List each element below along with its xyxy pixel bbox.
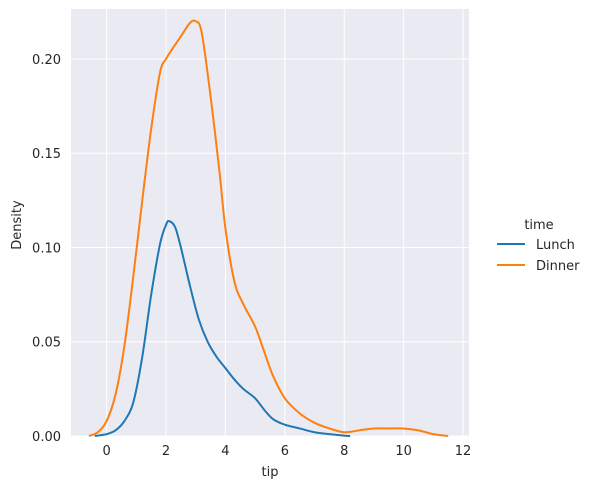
y-axis-label: Density (10, 200, 25, 250)
y-tick-label: 0.10 (32, 241, 61, 256)
x-tick-label: 12 (455, 444, 472, 459)
x-tick-label: 4 (221, 444, 229, 459)
x-tick-labels: 0 2 4 6 8 10 12 (103, 444, 472, 459)
legend-label-dinner: Dinner (536, 259, 580, 274)
legend-title: time (524, 218, 553, 233)
series-line-lunch (94, 220, 351, 437)
x-tick-label: 6 (281, 444, 289, 459)
y-tick-label: 0.00 (32, 430, 61, 445)
y-tick-label: 0.20 (32, 53, 61, 68)
legend-label-lunch: Lunch (536, 238, 575, 253)
x-tick-label: 8 (340, 444, 348, 459)
x-tick-label: 10 (395, 444, 412, 459)
legend: time Lunch Dinner (497, 218, 580, 274)
x-tick-label: 0 (103, 444, 111, 459)
y-tick-label: 0.15 (32, 147, 61, 162)
x-axis-label: tip (262, 465, 279, 480)
y-tick-label: 0.05 (32, 336, 61, 351)
series-layer (88, 19, 449, 437)
plot-background (71, 9, 469, 436)
grid-lines (71, 9, 469, 437)
series-line-dinner (88, 19, 449, 437)
y-tick-labels: 0.00 0.05 0.10 0.15 0.20 (32, 53, 61, 445)
x-tick-label: 2 (162, 444, 170, 459)
